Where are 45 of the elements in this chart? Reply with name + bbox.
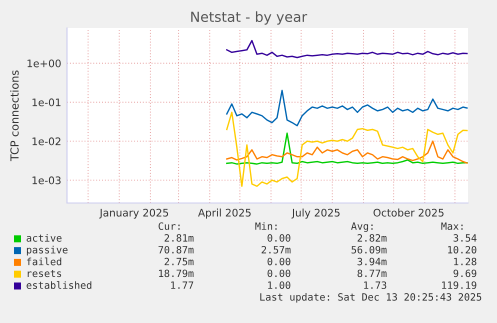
text: Last update: Sat Dec 13 20:25:43 2025 [260,292,482,303]
text: 10.20 [448,246,476,254]
y-axis-title: TCP connections [10,70,19,162]
text: 2.75m [164,258,194,266]
x-tick-label: October 2025 [374,208,444,217]
text: 0.00 [268,234,290,242]
legend-label: resets [28,270,62,278]
line-series [226,140,468,164]
text: 1.77 [171,281,194,289]
text: 3.94m [358,258,387,266]
line-series [226,40,468,58]
text: 18.79m [159,270,194,278]
text: 0.00 [268,270,290,278]
text: Avg: [351,222,373,232]
text: 3.54 [454,234,477,242]
text: 2.82m [358,234,387,242]
legend-label: established [26,281,92,289]
text: 8.77m [358,270,387,278]
text: 9.69 [454,270,476,278]
text: 119.19 [442,281,476,289]
legend-label: passive [26,246,68,256]
text: 56.09m [352,246,387,254]
text: Max: [441,222,463,230]
legend-label: failed [26,258,62,266]
text: 1.00 [268,281,290,289]
text: 1.73 [364,281,386,289]
line-series [226,90,468,126]
y-tick-label: 1e+00 [28,59,61,68]
text: Min: [255,222,277,230]
text: 70.87m [158,246,194,254]
text: 0.00 [268,258,290,266]
text: Cur: [158,222,180,230]
y-tick-label: 1e-03 [32,176,61,184]
y-tick-label: 1e-01 [32,98,60,106]
x-tick-label: April 2025 [198,208,251,219]
text: 2.81m [164,234,194,242]
x-tick-label: January 2025 [99,208,168,219]
line-series [226,112,468,187]
chart-title: Netstat - by year [191,11,308,25]
line-series [226,132,468,165]
text: 2.57m [262,246,291,254]
y-tick-label: 1e-02 [32,137,60,146]
text: 1.28 [454,258,476,266]
x-tick-label: July 2025 [291,208,340,219]
legend-label: active [26,234,62,242]
